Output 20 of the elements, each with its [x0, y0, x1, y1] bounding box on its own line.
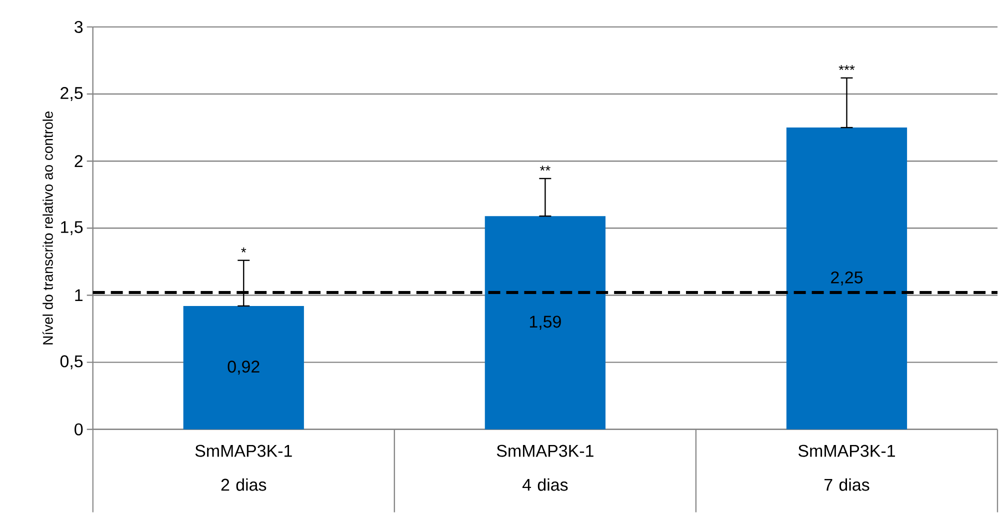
category-label: SmMAP3K-1 7 dias	[798, 444, 895, 491]
y-tick-label: 2,5	[60, 87, 83, 102]
annotation: **	[540, 166, 550, 171]
y-tick-label: 2	[74, 155, 82, 168]
annotation: ***	[838, 65, 855, 70]
annotation: *	[241, 248, 246, 253]
y-tick-label: 1	[75, 289, 83, 302]
category-label: SmMAP3K-1 4 dias	[496, 444, 594, 491]
bar	[786, 128, 908, 430]
y-tick-label: 1,5	[61, 221, 83, 236]
y-tick-label: 0,5	[60, 355, 83, 370]
data-label: 1,59	[530, 316, 561, 330]
bar	[484, 216, 606, 430]
data-label: 0,92	[228, 360, 260, 375]
y-tick-label: 0	[74, 423, 83, 436]
category-label: SmMAP3K-1 2 dias	[195, 444, 292, 491]
bar	[183, 306, 304, 430]
data-label: 2,25	[831, 272, 863, 286]
y-axis-title: Nível do transcrito relativo ao controle	[42, 112, 53, 344]
y-tick-label: 3	[74, 21, 83, 34]
